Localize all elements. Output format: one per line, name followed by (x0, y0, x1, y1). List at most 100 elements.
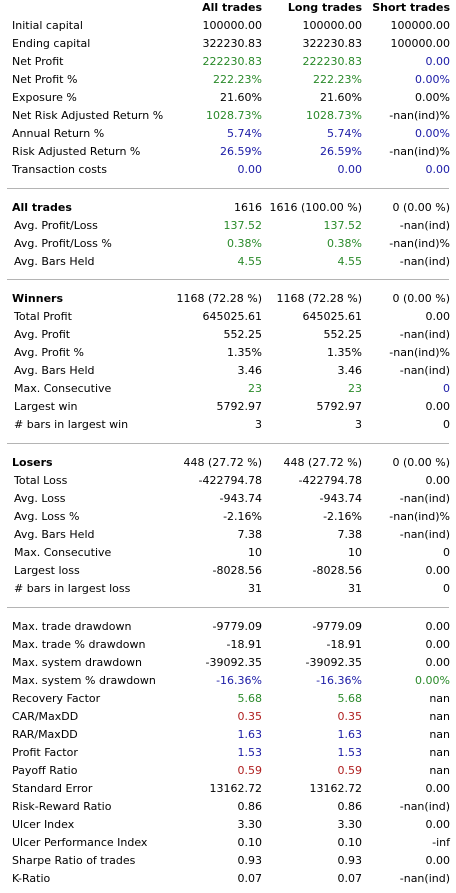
value-long-trades: 0.00 (337, 163, 363, 176)
value-short-trades: -nan(ind) (399, 872, 450, 885)
value-all-trades: 0.35 (237, 710, 263, 723)
value-long-trades: 4.55 (337, 255, 363, 268)
section-divider (7, 443, 449, 444)
section-title: Losers (12, 456, 53, 469)
value-all-trades: 10 (248, 546, 262, 559)
stat-row: Largest win 5792.97 5792.97 0.00 (0, 398, 456, 416)
stat-row: Max. trade % drawdown -18.91 -18.91 0.00 (0, 636, 456, 654)
value-all-trades: -9779.09 (212, 620, 262, 633)
section-title: Winners (12, 292, 63, 305)
value-long-trades: 5.68 (337, 692, 363, 705)
stat-label: Risk Adjusted Return % (12, 145, 141, 158)
stat-label: Avg. Loss % (14, 510, 80, 523)
section-divider (7, 279, 449, 280)
value-long-trades: -943.74 (319, 492, 362, 505)
value-long-trades: 0.10 (337, 836, 363, 849)
stat-row: Transaction costs 0.00 0.00 0.00 (0, 161, 456, 179)
stat-row: Sharpe Ratio of trades 0.93 0.93 0.00 (0, 852, 456, 870)
section-title-row: Winners 1168 (72.28 %) 1168 (72.28 %) 0 (0.… (0, 290, 456, 308)
stat-row: Avg. Profit/Loss 137.52 137.52 -nan(ind) (0, 217, 456, 235)
value-all-trades: -943.74 (219, 492, 262, 505)
stat-label: Ending capital (12, 37, 91, 50)
value-short-trades: 0.00 (425, 620, 451, 633)
stat-row: Max. Consecutive 23 23 0 (0, 380, 456, 398)
stat-label: Exposure % (12, 91, 77, 104)
value-short-trades: 0 (443, 582, 450, 595)
value-all-trades: 5.74% (227, 127, 262, 140)
stat-row: K-Ratio 0.07 0.07 -nan(ind) (0, 870, 456, 888)
stat-label: Max. system % drawdown (12, 674, 156, 687)
value-long-trades: 0.59 (337, 764, 363, 777)
stat-row: Avg. Bars Held 3.46 3.46 -nan(ind) (0, 362, 456, 380)
value-long-trades: 3.30 (337, 818, 363, 831)
stat-row: Annual Return % 5.74% 5.74% 0.00% (0, 125, 456, 143)
value-short-trades: 0 (443, 382, 450, 395)
value-all-trades: 1616 (234, 201, 262, 214)
value-short-trades: -nan(ind)% (389, 346, 450, 359)
value-short-trades: nan (429, 728, 450, 741)
stat-row: RAR/MaxDD 1.63 1.63 nan (0, 726, 456, 744)
value-all-trades: -8028.56 (212, 564, 262, 577)
stat-label: Avg. Profit/Loss % (14, 237, 112, 250)
value-short-trades: 0.00% (415, 91, 450, 104)
stat-row: Standard Error 13162.72 13162.72 0.00 (0, 780, 456, 798)
column-header-row: All trades Long trades Short trades (0, 0, 456, 17)
value-all-trades: 1168 (72.28 %) (176, 292, 262, 305)
value-short-trades: nan (429, 746, 450, 759)
stat-label: Largest win (14, 400, 78, 413)
value-long-trades: 1616 (100.00 %) (269, 201, 362, 214)
stat-label: Largest loss (14, 564, 80, 577)
value-long-trades: -9779.09 (312, 620, 362, 633)
value-short-trades: -nan(ind) (399, 528, 450, 541)
value-short-trades: 0.00% (415, 674, 450, 687)
stat-row: # bars in largest loss 31 31 0 (0, 580, 456, 598)
value-all-trades: 1.53 (237, 746, 263, 759)
value-long-trades: 645025.61 (302, 310, 363, 323)
value-short-trades: 0.00 (425, 400, 451, 413)
value-all-trades: 222230.83 (202, 55, 263, 68)
value-short-trades: nan (429, 764, 450, 777)
stat-row: # bars in largest win 3 3 0 (0, 416, 456, 434)
value-all-trades: -422794.78 (198, 474, 262, 487)
value-long-trades: 7.38 (337, 528, 363, 541)
stat-label: Annual Return % (12, 127, 105, 140)
header-short-trades: Short trades (372, 1, 450, 14)
stat-label: Ulcer Performance Index (12, 836, 148, 849)
stat-label: Ulcer Index (12, 818, 75, 831)
stat-row: Avg. Loss % -2.16% -2.16% -nan(ind)% (0, 508, 456, 526)
stat-row: Net Profit 222230.83 222230.83 0.00 (0, 53, 456, 71)
value-long-trades: 100000.00 (302, 19, 363, 32)
stat-label: Recovery Factor (12, 692, 101, 705)
stat-row: Avg. Bars Held 7.38 7.38 -nan(ind) (0, 526, 456, 544)
value-all-trades: 7.38 (237, 528, 263, 541)
value-all-trades: 552.25 (223, 328, 263, 341)
value-long-trades: -422794.78 (298, 474, 362, 487)
value-long-trades: 1.35% (327, 346, 362, 359)
stat-row: Max. Consecutive 10 10 0 (0, 544, 456, 562)
value-short-trades: 100000.00 (390, 19, 451, 32)
value-all-trades: 100000.00 (202, 19, 263, 32)
stat-row: Net Profit % 222.23% 222.23% 0.00% (0, 71, 456, 89)
header-long-trades: Long trades (287, 1, 362, 14)
report-section: Initial capital 100000.00 100000.00 100000.… (0, 17, 456, 179)
value-short-trades: 0.00 (425, 782, 451, 795)
value-all-trades: 3.46 (237, 364, 263, 377)
stat-row: Ending capital 322230.83 322230.83 100000.0… (0, 35, 456, 53)
value-long-trades: 5792.97 (316, 400, 363, 413)
value-long-trades: 1168 (72.28 %) (276, 292, 362, 305)
stat-row: Ulcer Index 3.30 3.30 0.00 (0, 816, 456, 834)
stat-label: CAR/MaxDD (12, 710, 79, 723)
value-all-trades: 23 (248, 382, 262, 395)
stat-row: Avg. Profit/Loss % 0.38% 0.38% -nan(ind)% (0, 235, 456, 253)
value-short-trades: -nan(ind) (399, 328, 450, 341)
value-short-trades: 0.00 (425, 656, 451, 669)
stat-label: Max. Consecutive (14, 382, 112, 395)
value-all-trades: 1.35% (227, 346, 262, 359)
value-short-trades: 0.00% (415, 127, 450, 140)
value-short-trades: -inf (432, 836, 450, 849)
stat-label: Avg. Profit (14, 328, 71, 341)
section-title-row: Losers 448 (27.72 %) 448 (27.72 %) 0 (0.00 … (0, 454, 456, 472)
value-long-trades: -2.16% (323, 510, 362, 523)
stat-row: Total Profit 645025.61 645025.61 0.00 (0, 308, 456, 326)
stat-label: Max. system drawdown (12, 656, 142, 669)
